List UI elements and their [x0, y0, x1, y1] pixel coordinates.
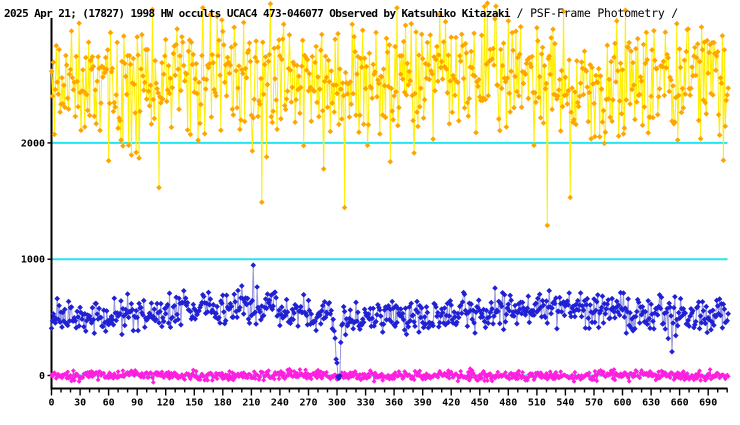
- x-tick-label-390: 390: [414, 398, 432, 409]
- x-tick-label-450: 450: [471, 398, 489, 409]
- x-tick-label-270: 270: [299, 398, 317, 409]
- y-tick-label-0: 0: [39, 371, 45, 382]
- x-tick-label-630: 630: [642, 398, 660, 409]
- series-blue-target-star: [48, 262, 731, 382]
- x-tick-label-540: 540: [556, 398, 574, 409]
- series-orange-upper-band-line: [51, 3, 729, 226]
- chart-title-main: 2025 Apr 21; (17827) 1998 HW occults UCA…: [4, 7, 511, 20]
- chart-title-suffix: / PSF-Frame Photometry /: [509, 6, 679, 20]
- x-tick-label-510: 510: [528, 398, 546, 409]
- x-tick-label-570: 570: [585, 398, 603, 409]
- x-tick-label-60: 60: [103, 398, 115, 409]
- x-tick-label-300: 300: [328, 398, 346, 409]
- x-tick-label-660: 660: [671, 398, 689, 409]
- x-tick-label-480: 480: [499, 398, 517, 409]
- x-tick-label-690: 690: [699, 398, 717, 409]
- x-tick-label-0: 0: [48, 398, 54, 409]
- series-magenta-sky-background-markers: [49, 366, 731, 385]
- series-orange-upper-band: [48, 0, 731, 229]
- x-tick-label-90: 90: [131, 398, 143, 409]
- x-tick-label-150: 150: [185, 398, 203, 409]
- x-tick-label-420: 420: [442, 398, 460, 409]
- series-blue-target-star-markers: [48, 262, 731, 382]
- y-tick-label-2000: 2000: [21, 138, 45, 149]
- x-tick-label-240: 240: [271, 398, 289, 409]
- x-tick-label-330: 330: [357, 398, 375, 409]
- x-tick-label-210: 210: [242, 398, 260, 409]
- axes: [47, 18, 728, 396]
- series-magenta-sky-background: [49, 366, 731, 385]
- x-tick-label-120: 120: [157, 398, 175, 409]
- axis-labels: 0 30 60 90 120 150 180 210 240 270 300 330 360 390 420…: [21, 138, 717, 408]
- gridlines: [51, 141, 728, 377]
- x-tick-label-30: 30: [74, 398, 86, 409]
- series-orange-upper-band-markers: [48, 0, 731, 229]
- x-tick-label-600: 600: [613, 398, 631, 409]
- x-tick-label-360: 360: [385, 398, 403, 409]
- x-tick-label-180: 180: [214, 398, 232, 409]
- chart-title: 2025 Apr 21; (17827) 1998 HW occults UCA…: [4, 2, 678, 21]
- y-tick-label-1000: 1000: [21, 255, 45, 266]
